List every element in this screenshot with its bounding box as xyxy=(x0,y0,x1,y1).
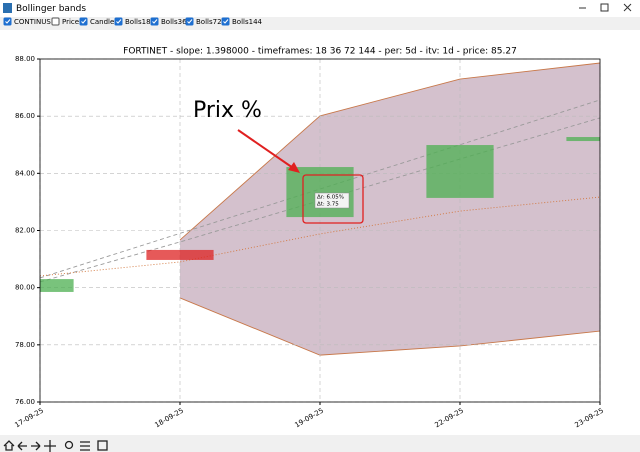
close-button[interactable] xyxy=(623,3,632,12)
check-mark xyxy=(152,19,158,24)
back-button[interactable] xyxy=(17,441,27,451)
window-title: Bollinger bands xyxy=(16,4,86,14)
checkbox[interactable] xyxy=(51,17,60,26)
chart-title: FORTINET - slope: 1.398000 - timeframes:… xyxy=(123,47,517,57)
candle-body xyxy=(40,279,74,292)
forward-button[interactable] xyxy=(31,441,41,451)
info-text: Δt: 3.75 xyxy=(317,202,339,208)
checkbox[interactable] xyxy=(150,17,159,26)
info-box xyxy=(314,192,350,209)
checkbox[interactable] xyxy=(185,17,194,26)
band-upper xyxy=(179,62,601,241)
check-mark xyxy=(187,19,193,24)
candle-body xyxy=(566,137,600,142)
annotation-arrowhead xyxy=(288,162,300,173)
check-mark xyxy=(223,19,229,24)
checkbox-label: Bolls36 xyxy=(161,18,187,26)
plot-frame xyxy=(39,58,601,403)
y-tick-label: 82.00 xyxy=(15,227,35,235)
trend-line xyxy=(39,196,601,277)
title-bar xyxy=(0,0,640,17)
y-tick-label: 80.00 xyxy=(15,284,35,292)
y-tick-label: 78.00 xyxy=(15,341,35,349)
chart: FORTINET - slope: 1.398000 - timeframes:… xyxy=(13,47,605,430)
check-mark xyxy=(5,19,11,24)
checkbox-label: Candle xyxy=(90,18,114,26)
annotation-arrow xyxy=(237,129,297,171)
zoom-button[interactable] xyxy=(64,440,74,450)
checkbox[interactable] xyxy=(114,17,123,26)
y-tick-label: 86.00 xyxy=(15,112,35,120)
trend-line xyxy=(39,117,601,283)
control-bar: CONTINUS Price Candle Bolls18 Bolls36 Bolls72… xyxy=(3,17,263,26)
annotation-text: Prix % xyxy=(193,98,262,123)
band-lower xyxy=(179,297,601,356)
configure-button[interactable] xyxy=(80,441,90,451)
home-button[interactable] xyxy=(3,440,15,451)
pan-button[interactable] xyxy=(44,440,56,452)
checkbox[interactable] xyxy=(221,17,230,26)
checkbox[interactable] xyxy=(3,17,12,26)
maximize-button[interactable] xyxy=(600,3,609,12)
check-mark xyxy=(81,19,87,24)
y-tick-label: 76.00 xyxy=(15,398,35,406)
y-tick-label: 88.00 xyxy=(15,55,35,63)
y-tick-label: 84.00 xyxy=(15,169,35,177)
candle-body xyxy=(426,145,494,198)
candle-body xyxy=(146,249,214,260)
band-area xyxy=(180,63,600,356)
checkbox-label: CONTINUS xyxy=(14,18,51,26)
checkbox-label: Bolls18 xyxy=(125,18,151,26)
checkbox[interactable] xyxy=(79,17,88,26)
checkbox-label: Bolls72 xyxy=(196,18,222,26)
annotation-box xyxy=(302,174,364,224)
checkbox-label: Bolls144 xyxy=(232,18,263,26)
info-text: Δr: 6.05% xyxy=(317,195,344,201)
app-icon xyxy=(3,3,12,13)
check-mark xyxy=(116,19,122,24)
toolbar xyxy=(3,440,108,452)
checkbox-label: Price xyxy=(62,18,79,26)
save-button[interactable] xyxy=(97,440,108,451)
